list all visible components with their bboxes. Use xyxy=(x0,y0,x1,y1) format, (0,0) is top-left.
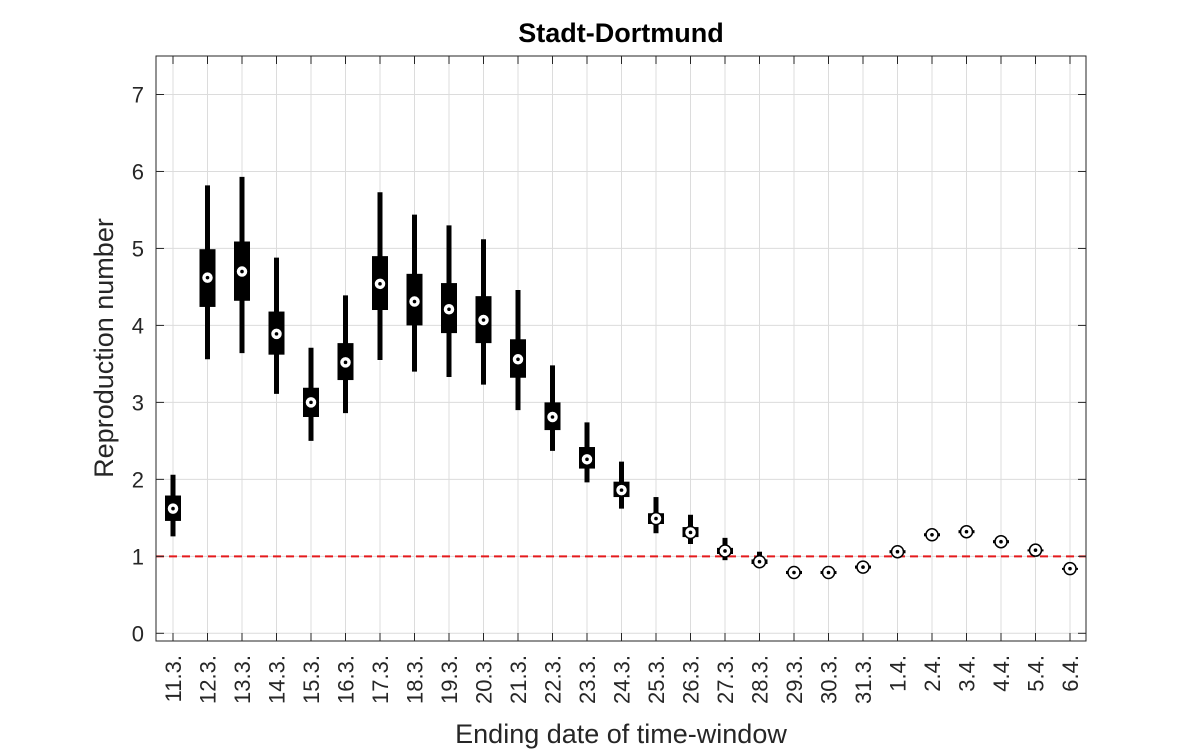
x-tick-label: 5.4. xyxy=(1024,655,1049,692)
x-tick-label: 6.4. xyxy=(1058,655,1083,692)
median-dot xyxy=(343,360,348,365)
median-dot xyxy=(550,415,555,419)
median-dot xyxy=(447,307,451,312)
y-tick-label: 5 xyxy=(132,236,144,261)
x-tick-label: 29.3. xyxy=(782,655,807,704)
median-dot xyxy=(895,549,900,554)
x-tick-label: 19.3. xyxy=(437,655,462,704)
x-axis: 11.3. 12.3. 13.3. 14.3. 15.3. 16.3. 17.3. 18.3.… xyxy=(161,56,1083,704)
box-series xyxy=(165,176,1078,580)
x-tick-label: 21.3. xyxy=(506,655,531,704)
median-dot xyxy=(619,488,624,492)
x-tick-label: 30.3. xyxy=(817,655,842,704)
median-dot xyxy=(723,549,727,553)
x-tick-label: 17.3. xyxy=(368,655,393,704)
y-tick-label: 6 xyxy=(132,159,144,184)
x-tick-label: 18.3. xyxy=(403,655,428,704)
median-dot xyxy=(481,318,486,322)
x-tick-label: 16.3. xyxy=(334,655,359,704)
y-tick-label: 4 xyxy=(132,313,144,338)
y-tick-label: 7 xyxy=(132,82,144,107)
y-tick-label: 0 xyxy=(132,621,144,646)
median-dot xyxy=(999,539,1003,544)
x-tick-label: 13.3. xyxy=(230,655,255,704)
x-tick-label: 24.3. xyxy=(610,655,635,704)
median-dot xyxy=(654,516,658,521)
median-dot xyxy=(412,299,417,304)
x-tick-label: 4.4. xyxy=(989,655,1014,692)
x-tick-label: 3.4. xyxy=(955,655,980,692)
x-tick-label: 11.3. xyxy=(161,655,186,702)
median-dot xyxy=(516,357,520,362)
median-dot xyxy=(1033,548,1038,552)
median-dot xyxy=(274,332,279,336)
median-dot xyxy=(930,532,934,537)
median-dot xyxy=(585,457,589,462)
x-tick-label: 31.3. xyxy=(851,655,876,704)
y-axis-title: Reproduction number xyxy=(89,218,119,478)
x-tick-label: 2.4. xyxy=(920,655,945,692)
y-tick-label: 2 xyxy=(132,467,144,492)
median-dot xyxy=(757,559,762,564)
median-dot xyxy=(171,506,175,511)
median-dot xyxy=(378,282,382,286)
median-dot xyxy=(309,400,313,405)
y-axis: 0 1 2 3 4 5 6 7 xyxy=(132,82,1086,646)
chart-title: Stadt-Dortmund xyxy=(518,18,723,48)
x-tick-label: 26.3. xyxy=(679,655,704,704)
x-tick-label: 22.3. xyxy=(541,655,566,704)
x-tick-label: 1.4. xyxy=(886,655,911,692)
y-tick-label: 1 xyxy=(132,544,144,569)
x-tick-label: 14.3. xyxy=(265,655,290,704)
median-dot xyxy=(964,529,969,534)
median-dot xyxy=(792,570,796,575)
median-dot xyxy=(205,275,210,280)
x-tick-label: 27.3. xyxy=(713,655,738,704)
y-tick-label: 3 xyxy=(132,390,144,415)
median-dot xyxy=(861,565,865,569)
x-tick-label: 15.3. xyxy=(299,655,324,704)
x-axis-title: Ending date of time-window xyxy=(455,719,787,749)
median-dot xyxy=(826,570,831,575)
x-tick-label: 23.3. xyxy=(575,655,600,704)
x-tick-label: 25.3. xyxy=(644,655,669,704)
median-dot xyxy=(240,269,244,274)
median-dot xyxy=(1068,566,1072,571)
x-tick-label: 20.3. xyxy=(472,655,497,704)
x-tick-label: 28.3. xyxy=(748,655,773,704)
x-tick-label: 12.3. xyxy=(196,655,221,704)
median-dot xyxy=(688,530,693,535)
